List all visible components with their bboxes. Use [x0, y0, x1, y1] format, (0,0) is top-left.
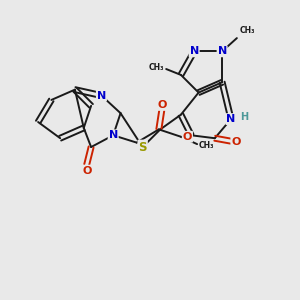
Text: N: N — [97, 91, 106, 100]
Text: O: O — [231, 137, 241, 147]
Text: O: O — [183, 132, 192, 142]
Text: N: N — [218, 46, 227, 56]
Text: N: N — [190, 46, 199, 56]
Text: CH₃: CH₃ — [199, 141, 214, 150]
Text: CH₃: CH₃ — [239, 26, 255, 34]
Text: S: S — [138, 141, 147, 154]
Text: O: O — [82, 166, 92, 176]
Text: N: N — [226, 114, 236, 124]
Text: H: H — [240, 112, 248, 122]
Text: N: N — [109, 130, 118, 140]
Text: CH₃: CH₃ — [148, 63, 164, 72]
Text: O: O — [157, 100, 167, 110]
